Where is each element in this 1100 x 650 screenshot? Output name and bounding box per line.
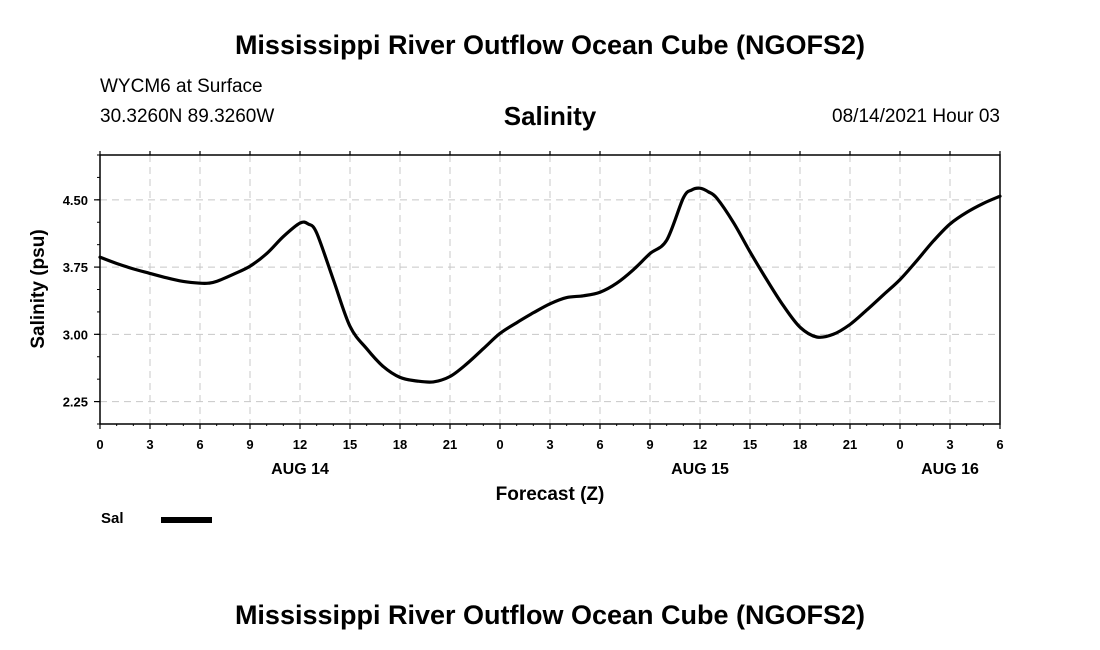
- chart-title: Salinity: [503, 101, 597, 131]
- date-label: AUG 15: [671, 461, 729, 478]
- x-tick-label: 6: [596, 437, 603, 452]
- x-tick-label: 15: [743, 437, 757, 452]
- x-tick-label: 0: [496, 437, 503, 452]
- x-tick-label: 9: [646, 437, 653, 452]
- x-tick-label: 0: [896, 437, 903, 452]
- x-tick-label: 21: [443, 437, 457, 452]
- date-label: AUG 14: [271, 461, 329, 478]
- y-tick-label: 3.00: [63, 327, 88, 342]
- x-tick-label: 12: [693, 437, 707, 452]
- tick-layer: [94, 151, 1001, 429]
- x-tick-label: 18: [393, 437, 407, 452]
- x-tick-label: 6: [196, 437, 203, 452]
- x-tick-label: 3: [146, 437, 153, 452]
- x-tick-label: 0: [96, 437, 103, 452]
- x-tick-label: 3: [546, 437, 553, 452]
- y-tick-label: 4.50: [63, 193, 88, 208]
- x-tick-label: 21: [843, 437, 857, 452]
- legend-label: Sal: [101, 510, 124, 527]
- y-tick-label: 2.25: [63, 395, 88, 410]
- x-tick-label: 3: [946, 437, 953, 452]
- y-axis-label: Salinity (psu): [28, 229, 49, 348]
- grid-layer: [100, 155, 1000, 424]
- label-layer: 0 3 6 9 12 15 18 21 0 3 6 9 12 15 18 21 0 3 6 2.25 3.00 3.75 4…: [63, 193, 1004, 478]
- x-tick-label: 12: [293, 437, 307, 452]
- x-tick-label: 15: [343, 437, 357, 452]
- footer-title: Mississippi River Outflow Ocean Cube (NG…: [234, 600, 866, 630]
- x-tick-label: 9: [246, 437, 253, 452]
- station-name: WYCM6 at Surface: [100, 76, 263, 97]
- plot-frame: [99, 154, 1001, 425]
- forecast-timestamp: 08/14/2021 Hour 03: [832, 106, 1000, 127]
- y-tick-label: 3.75: [63, 260, 88, 275]
- salinity-series-line: [98, 186, 1002, 384]
- x-tick-label: 18: [793, 437, 807, 452]
- x-axis-label: Forecast (Z): [496, 484, 605, 505]
- date-label: AUG 16: [921, 461, 979, 478]
- figure-title: Mississippi River Outflow Ocean Cube (NG…: [234, 30, 866, 60]
- legend-line-swatch: [161, 517, 212, 523]
- x-tick-label: 6: [996, 437, 1003, 452]
- station-coordinates: 30.3260N 89.3260W: [100, 106, 275, 127]
- series-layer: [98, 186, 1002, 384]
